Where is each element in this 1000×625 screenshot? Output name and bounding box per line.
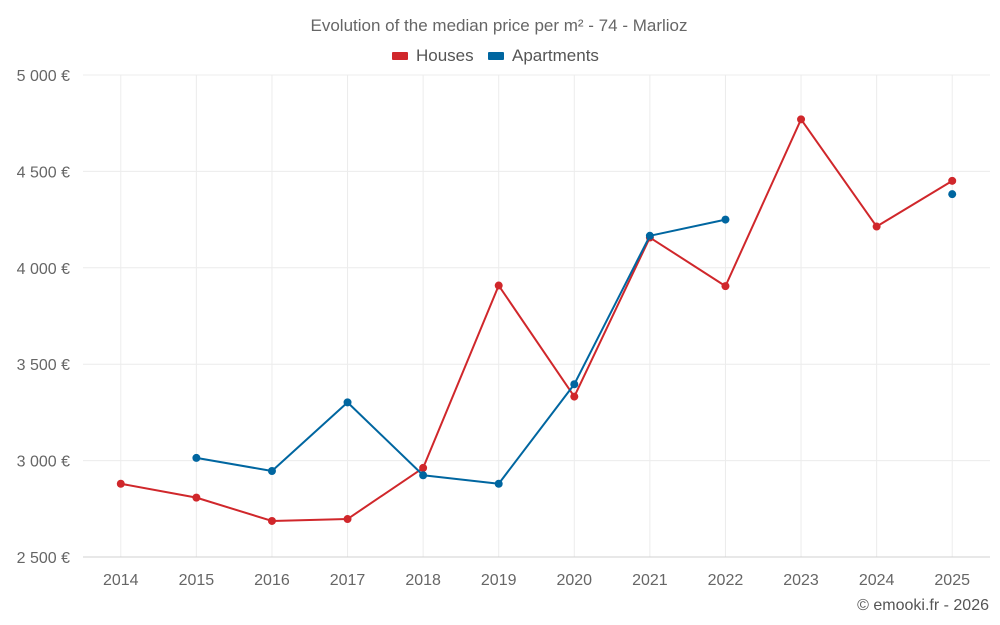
credit-text: © emooki.fr - 2026 [857,597,989,614]
data-point-houses [797,115,806,124]
x-tick-label: 2017 [330,572,366,589]
data-point-houses [872,222,881,231]
data-point-houses [267,516,276,525]
y-tick-labels: 2 500 € 3 000 € 3 500 € 4 000 € 4 500 € 5 000… [17,68,70,567]
data-point-houses [721,282,730,291]
x-tick-label: 2024 [859,572,895,589]
series-houses [116,115,957,525]
data-point-houses [570,392,579,401]
y-tick-label: 4 500 € [17,164,70,181]
data-point-apartments [419,471,428,480]
x-tick-label: 2023 [783,572,819,589]
data-point-apartments [192,453,201,462]
x-tick-label: 2016 [254,572,290,589]
data-point-houses [494,281,503,290]
data-point-apartments [948,190,957,199]
x-tick-label: 2022 [708,572,744,589]
x-tick-label: 2015 [179,572,215,589]
x-tick-label: 2020 [556,572,592,589]
data-point-houses [343,515,352,524]
x-tick-label: 2014 [103,572,139,589]
legend-swatch-apartments [488,52,504,60]
data-point-apartments [645,231,654,240]
x-tick-label: 2019 [481,572,517,589]
y-gridlines [83,74,990,462]
y-tick-label: 4 000 € [17,261,70,278]
series-apartments [192,190,957,488]
x-tick-label: 2021 [632,572,668,589]
y-tick-label: 3 500 € [17,357,70,374]
data-point-houses [419,463,428,472]
legend-item-houses[interactable]: Houses [392,46,474,65]
data-point-apartments [494,479,503,488]
data-point-apartments [570,380,579,389]
legend-label-houses: Houses [416,46,474,65]
data-point-apartments [267,467,276,476]
data-point-apartments [343,398,352,407]
legend: Houses Apartments [392,46,599,65]
series-line-houses [119,118,954,522]
series-layer [116,115,957,525]
x-tick-labels: 2014 2015 2016 2017 2018 2019 2020 2021 2022 2023… [103,572,970,589]
data-point-houses [192,493,201,502]
x-tick-label: 2018 [405,572,441,589]
y-tick-label: 2 500 € [17,550,70,567]
y-tick-label: 5 000 € [17,68,70,85]
series-line-apartments [195,218,727,485]
legend-label-apartments: Apartments [512,46,599,65]
data-point-houses [948,176,957,185]
legend-item-apartments[interactable]: Apartments [488,46,599,65]
data-point-apartments [721,215,730,224]
legend-swatch-houses [392,52,408,60]
chart-title: Evolution of the median price per m² - 7… [311,16,688,35]
x-tick-label: 2025 [934,572,970,589]
data-point-houses [116,479,125,488]
x-gridlines [120,75,953,557]
y-tick-label: 3 000 € [17,454,70,471]
